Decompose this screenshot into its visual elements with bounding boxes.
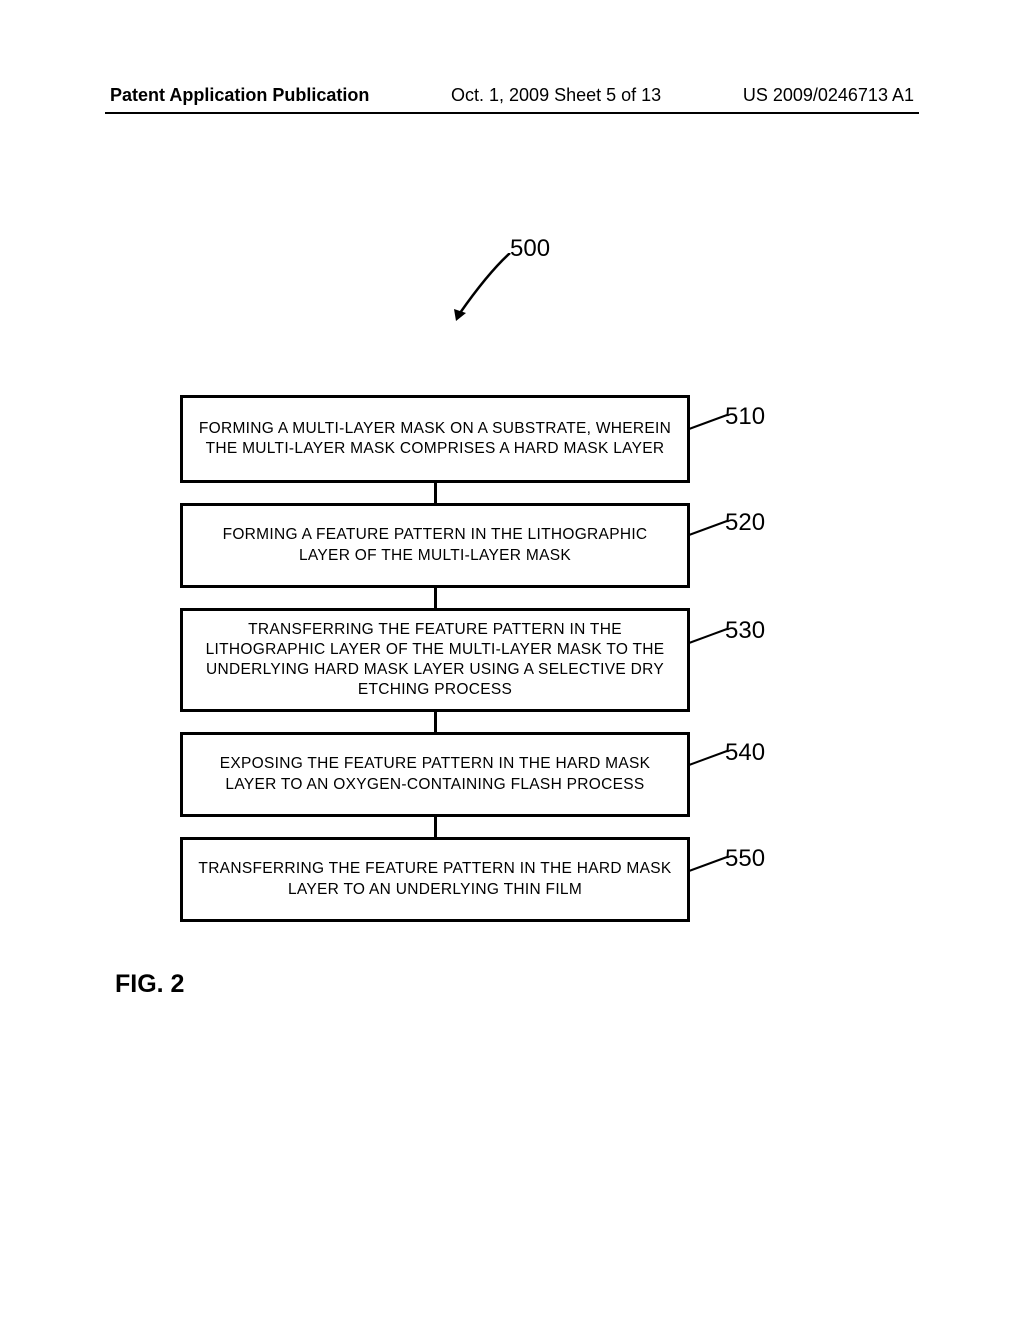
leader-line-icon	[689, 749, 729, 767]
leader-line-icon	[689, 627, 729, 645]
figure-caption: FIG. 2	[115, 970, 184, 999]
step-text: FORMING A MULTI-LAYER MASK ON A SUBSTRAT…	[198, 419, 672, 459]
flowchart-step-540: EXPOSING THE FEATURE PATTERN IN THE HARD…	[180, 732, 690, 817]
step-label-510: 510	[725, 403, 765, 431]
flowchart-connector	[434, 712, 437, 732]
page-header: Patent Application Publication Oct. 1, 2…	[0, 85, 1024, 106]
header-publication-label: Patent Application Publication	[110, 85, 369, 106]
flowchart-step-530: TRANSFERRING THE FEATURE PATTERN IN THE …	[180, 608, 690, 712]
flowchart-connector	[434, 588, 437, 608]
reference-arrow-icon	[450, 253, 512, 323]
flowchart-step-520: FORMING A FEATURE PATTERN IN THE LITHOGR…	[180, 503, 690, 588]
flowchart-steps: FORMING A MULTI-LAYER MASK ON A SUBSTRAT…	[180, 395, 690, 922]
flowchart-connector	[434, 483, 437, 503]
flowchart-connector	[434, 817, 437, 837]
header-divider	[105, 112, 919, 114]
step-text: FORMING A FEATURE PATTERN IN THE LITHOGR…	[198, 525, 672, 565]
step-text: TRANSFERRING THE FEATURE PATTERN IN THE …	[198, 620, 672, 701]
flowchart-step-510: FORMING A MULTI-LAYER MASK ON A SUBSTRAT…	[180, 395, 690, 483]
leader-line-icon	[689, 413, 729, 431]
step-text: EXPOSING THE FEATURE PATTERN IN THE HARD…	[198, 754, 672, 794]
step-text: TRANSFERRING THE FEATURE PATTERN IN THE …	[198, 859, 672, 899]
step-label-550: 550	[725, 845, 765, 873]
reference-number-500: 500	[510, 235, 550, 263]
leader-line-icon	[689, 855, 729, 873]
header-sheet-info: Oct. 1, 2009 Sheet 5 of 13	[451, 85, 661, 106]
step-label-520: 520	[725, 509, 765, 537]
step-label-540: 540	[725, 739, 765, 767]
leader-line-icon	[689, 519, 729, 537]
header-patent-number: US 2009/0246713 A1	[743, 85, 914, 106]
flowchart-step-550: TRANSFERRING THE FEATURE PATTERN IN THE …	[180, 837, 690, 922]
step-label-530: 530	[725, 617, 765, 645]
